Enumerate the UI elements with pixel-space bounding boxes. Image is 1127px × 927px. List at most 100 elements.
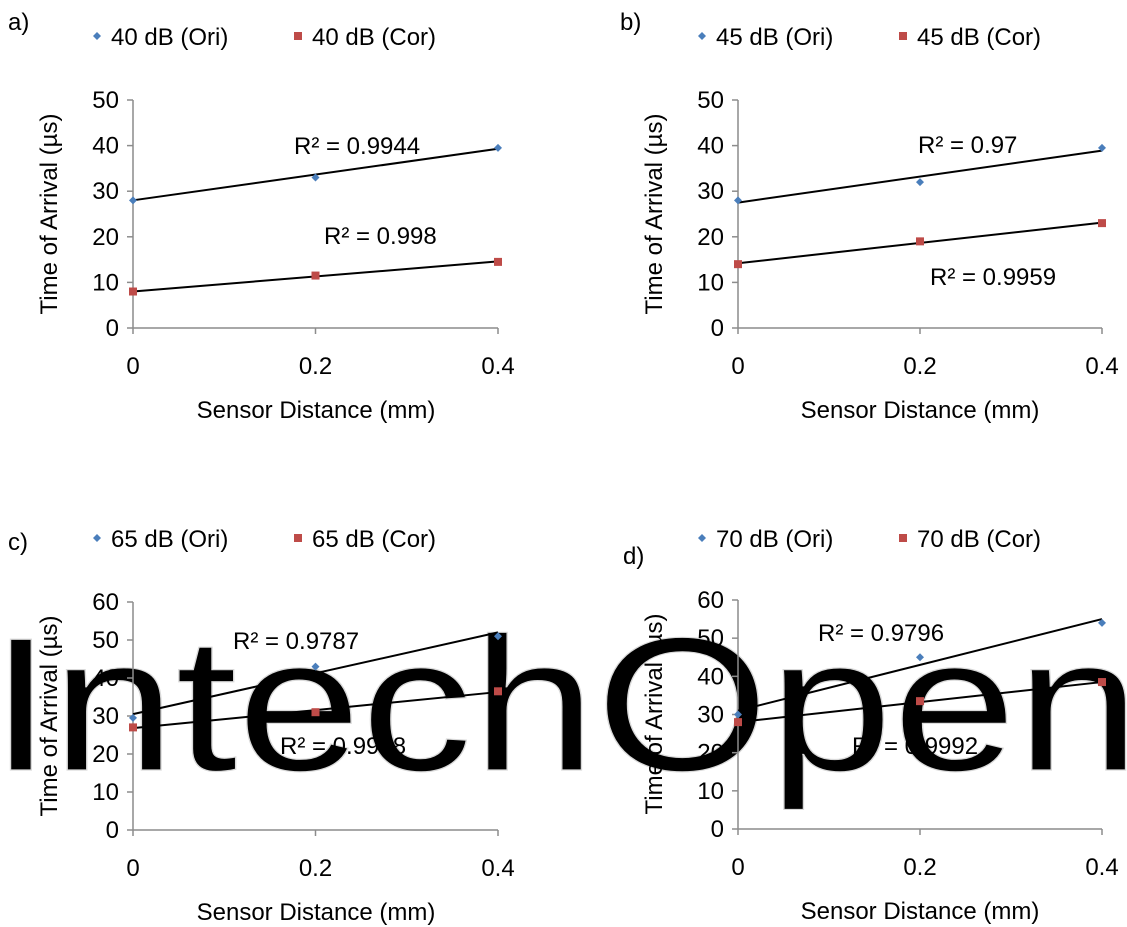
x-tick-label: 0.4	[1085, 353, 1118, 380]
x-tick-label: 0.2	[903, 353, 936, 380]
x-axis-title: Sensor Distance (mm)	[197, 397, 436, 424]
data-point-ori	[311, 173, 320, 182]
x-tick-label: 0.4	[481, 353, 514, 380]
data-point-cor	[734, 260, 742, 269]
data-point-ori	[916, 653, 924, 662]
data-point-cor	[1098, 219, 1106, 228]
y-tick-label: 50	[697, 625, 724, 652]
y-tick-label: 40	[92, 665, 119, 692]
data-point-ori	[1098, 143, 1106, 152]
x-tick-label: 0.2	[299, 353, 332, 380]
y-tick-label: 60	[697, 587, 724, 614]
data-point-cor	[494, 257, 502, 266]
data-point-cor	[734, 718, 742, 727]
x-axis-title: Sensor Distance (mm)	[801, 898, 1040, 925]
data-point-cor	[916, 237, 924, 246]
legend-label: 45 dB (Ori)	[716, 24, 833, 51]
y-tick-label: 10	[697, 269, 724, 296]
chart-panel-b: b) 0 10 20 30 40 50 0 0.2 0.4 Sensor Distance (mm)…	[620, 9, 1119, 424]
legend-marker-ori	[93, 534, 101, 542]
x-tick-label: 0	[126, 353, 139, 380]
y-axis-title: Time of Arrival (µs)	[36, 616, 63, 817]
r-squared-label: R² = 0.9918	[280, 733, 406, 760]
legend-label: 70 dB (Ori)	[716, 526, 833, 553]
r-squared-label: R² = 0.9787	[233, 628, 359, 655]
x-tick-label: 0	[126, 855, 139, 882]
y-tick-label: 0	[711, 315, 724, 342]
y-tick-label: 0	[106, 315, 119, 342]
x-tick-label: 0.4	[481, 855, 514, 882]
panel-label: d)	[623, 543, 644, 570]
x-axis-title: Sensor Distance (mm)	[801, 397, 1040, 424]
y-tick-label: 50	[92, 627, 119, 654]
legend-label: 65 dB (Ori)	[111, 526, 228, 553]
x-tick-label: 0.4	[1085, 854, 1118, 881]
data-point-ori	[129, 196, 137, 205]
y-tick-label: 20	[92, 224, 119, 251]
legend-label: 45 dB (Cor)	[917, 24, 1041, 51]
x-tick-label: 0	[731, 353, 744, 380]
data-point-cor	[129, 287, 137, 296]
chart-panel-a: a) 0 10 20 30 40 50 0 0.2 0.4 Sensor Distance (mm)…	[8, 9, 515, 424]
x-tick-label: 0.2	[903, 854, 936, 881]
data-point-cor	[1098, 678, 1106, 687]
y-axis-title: Time of Arrival (µs)	[641, 114, 668, 315]
legend-marker-cor	[899, 32, 907, 40]
data-point-ori	[129, 713, 137, 722]
panel-label: a)	[8, 9, 29, 36]
data-point-ori	[734, 710, 742, 719]
legend-label: 40 dB (Cor)	[312, 24, 436, 51]
legend-marker-ori	[698, 32, 706, 40]
y-tick-label: 40	[697, 663, 724, 690]
legend-label: 65 dB (Cor)	[312, 526, 436, 553]
y-axis-title: Time of Arrival (µs)	[641, 614, 668, 815]
legend-label: 70 dB (Cor)	[917, 526, 1041, 553]
y-tick-label: 0	[106, 817, 119, 844]
y-tick-label: 20	[92, 741, 119, 768]
y-tick-label: 60	[92, 589, 119, 616]
y-tick-label: 10	[92, 269, 119, 296]
y-tick-label: 40	[92, 133, 119, 160]
data-point-ori	[311, 662, 320, 671]
x-tick-label: 0	[731, 854, 744, 881]
y-tick-label: 30	[92, 703, 119, 730]
y-tick-label: 10	[92, 779, 119, 806]
panel-label: b)	[620, 9, 641, 36]
y-tick-label: 0	[711, 816, 724, 843]
data-point-cor	[494, 687, 502, 696]
y-tick-label: 50	[92, 87, 119, 114]
y-tick-label: 10	[697, 778, 724, 805]
chart-panel-c: c) 0 10 20 30 40 50 60 0 0.2 0.4 Sensor Distance (m…	[8, 526, 515, 926]
legend-label: 40 dB (Ori)	[111, 24, 228, 51]
r-squared-label: R² = 0.9992	[852, 733, 978, 760]
panels-group: a) 0 10 20 30 40 50 0 0.2 0.4 Sensor Distance (mm)…	[8, 9, 1119, 926]
chart-panel-d: d) 0 10 20 30 40 50 60 0 0.2 0.4 Sensor Distance (m…	[623, 526, 1119, 925]
data-point-ori	[916, 178, 924, 187]
data-point-cor	[311, 271, 320, 280]
data-point-cor	[129, 723, 137, 732]
trendline-ori	[737, 149, 1103, 204]
watermark-text: IntechOpen	[0, 599, 1127, 811]
trendline-ori	[737, 618, 1103, 712]
data-point-ori	[494, 632, 502, 641]
y-tick-label: 20	[697, 224, 724, 251]
y-tick-label: 30	[697, 178, 724, 205]
y-axis-title: Time of Arrival (µs)	[36, 114, 63, 315]
data-point-cor	[311, 708, 320, 717]
panel-label: c)	[8, 529, 28, 556]
data-point-ori	[734, 196, 742, 205]
data-point-cor	[916, 697, 924, 706]
y-tick-label: 40	[697, 133, 724, 160]
r-squared-label: R² = 0.9796	[818, 620, 944, 647]
data-point-ori	[494, 143, 502, 152]
x-tick-label: 0.2	[299, 855, 332, 882]
legend-marker-cor	[294, 534, 302, 542]
y-tick-label: 30	[92, 178, 119, 205]
data-point-ori	[1098, 618, 1106, 627]
r-squared-label: R² = 0.998	[324, 223, 437, 250]
legend-marker-cor	[899, 534, 907, 542]
r-squared-label: R² = 0.9944	[294, 133, 420, 160]
y-tick-label: 20	[697, 740, 724, 767]
r-squared-label: R² = 0.9959	[930, 264, 1056, 291]
